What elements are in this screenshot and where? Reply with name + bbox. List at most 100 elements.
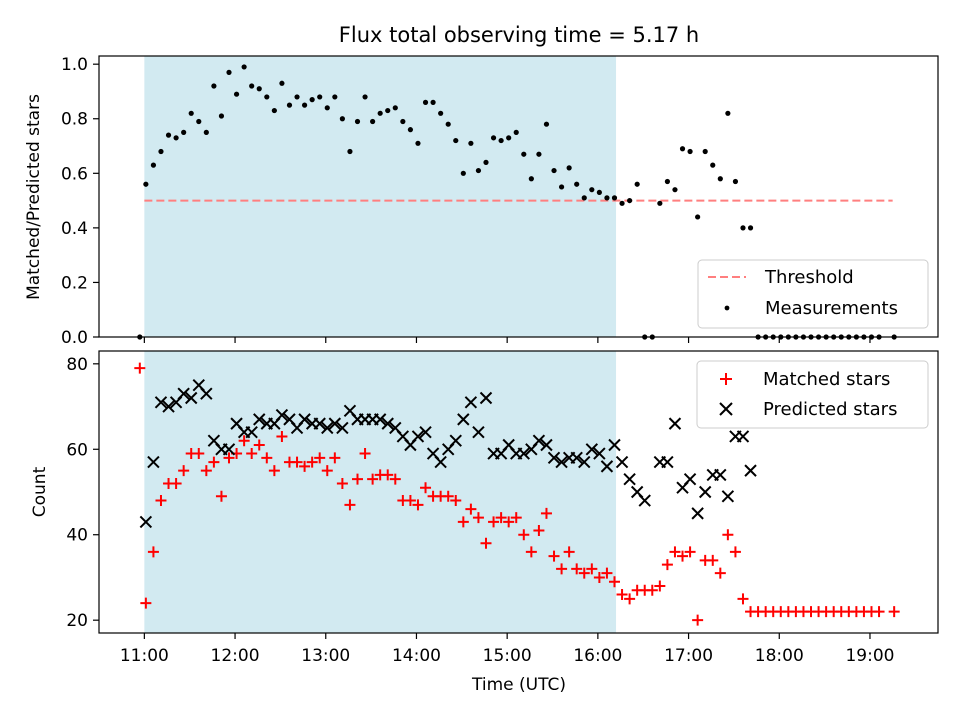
y-tick-label: 20 (66, 611, 88, 631)
matched-star-point (314, 452, 326, 464)
measurement-point (143, 181, 149, 187)
measurement-point (468, 140, 474, 146)
x-tick-label: 11:00 (120, 646, 169, 666)
measurement-point (173, 135, 179, 141)
measurement-point (203, 129, 209, 135)
matched-star-point (472, 512, 484, 524)
predicted-star-point (298, 413, 311, 426)
matched-star-point (200, 465, 212, 477)
x-tick-label: 13:00 (301, 646, 350, 666)
matched-star-point (420, 482, 432, 494)
matched-star-point (684, 546, 696, 558)
matched-star-point (533, 524, 545, 536)
predicted-star-point (479, 391, 493, 405)
matched-star-point (578, 567, 590, 579)
matched-star-point (261, 452, 273, 464)
legend-threshold-label: Threshold (764, 267, 854, 288)
predicted-star-point (615, 455, 629, 469)
predicted-star-point (177, 387, 190, 400)
top-plot-frame (98, 55, 939, 338)
y-tick-label: 40 (66, 526, 88, 546)
predicted-star-point (253, 413, 266, 426)
predicted-star-point (373, 413, 387, 426)
y-tick-label: 1.0 (61, 55, 88, 75)
predicted-star-point (313, 417, 326, 430)
measurement-point (362, 94, 368, 100)
bottom-x-axis: 11:00 12:00 13:00 14:00 15:00 16:00 17:00 18:00… (120, 633, 894, 666)
measurement-point (241, 64, 247, 70)
measurement-point (196, 118, 202, 125)
matched-star-point (291, 456, 303, 468)
measurement-point (392, 105, 398, 111)
measurement-point (438, 110, 444, 116)
measurement-point (589, 187, 595, 193)
bottom-shaded-interval (144, 351, 617, 633)
matched-star-point (495, 512, 507, 524)
predicted-star-point (185, 391, 198, 405)
matched-star-point (571, 563, 583, 575)
predicted-star-point (449, 434, 462, 447)
measurement-point (332, 94, 338, 100)
measurement-point (407, 127, 414, 133)
top-legend: Threshold Measurements (697, 259, 929, 329)
matched-star-point (540, 507, 552, 519)
measurement-point (211, 83, 217, 89)
top-x-axis-ticks (143, 337, 871, 343)
measurement-point (188, 110, 194, 116)
predicted-star-point (570, 451, 583, 465)
measurement-point (536, 151, 542, 157)
x-tick-label: 19:00 (845, 646, 894, 666)
bottom-plot-frame (98, 350, 939, 634)
matched-star-point (238, 435, 250, 447)
matched-star-point (147, 546, 159, 558)
predicted-star-point (623, 472, 636, 486)
measurement-point (233, 91, 240, 97)
measurement-point (596, 189, 602, 196)
measurement-point (309, 97, 315, 103)
matched-star-point (268, 465, 280, 477)
matched-star-point (669, 546, 681, 558)
legend-measurements-label: Measurements (765, 298, 898, 319)
predicted-star-point (472, 425, 485, 439)
matched-star-point (276, 430, 288, 442)
matched-star-point (344, 499, 356, 511)
measurement-point (264, 94, 270, 100)
matched-star-point (329, 452, 341, 464)
matched-star-point (306, 456, 318, 468)
measurement-point (354, 118, 361, 125)
top-y-axis-label: Matched/Predicted stars (24, 94, 44, 300)
matched-star-point (563, 546, 575, 558)
x-axis-label: Time (UTC) (471, 675, 566, 695)
legend-matched-swatch (720, 373, 732, 385)
measurement-point (740, 225, 746, 231)
matched-star-point (193, 448, 205, 460)
y-tick-label: 0.0 (61, 328, 88, 348)
measurement-point (521, 151, 527, 157)
predicted-star-point (721, 490, 735, 503)
predicted-star-point (540, 438, 553, 452)
measurement-point (249, 83, 255, 89)
predicted-star-point (532, 434, 546, 447)
predicted-star-point (411, 430, 425, 443)
measurement-point (226, 69, 232, 75)
matched-star-point (134, 362, 146, 374)
measurements-series (137, 64, 897, 340)
legend-matched-label: Matched stars (763, 369, 890, 390)
predicted-stars-series (139, 378, 757, 529)
predicted-star-point (555, 455, 568, 469)
measurement-point (294, 94, 300, 100)
matched-star-point (646, 584, 658, 596)
matched-star-point (404, 495, 416, 507)
measurement-point (385, 107, 391, 114)
measurement-point (702, 148, 708, 155)
measurement-point (377, 110, 383, 116)
measurement-point (490, 135, 497, 141)
matched-star-point (518, 529, 530, 541)
predicted-star-point (381, 417, 394, 430)
matched-stars-series (134, 362, 900, 626)
measurement-point (528, 176, 534, 182)
measurement-point (475, 167, 482, 174)
x-tick-label: 18:00 (755, 646, 804, 666)
y-tick-label: 0.8 (61, 110, 88, 130)
